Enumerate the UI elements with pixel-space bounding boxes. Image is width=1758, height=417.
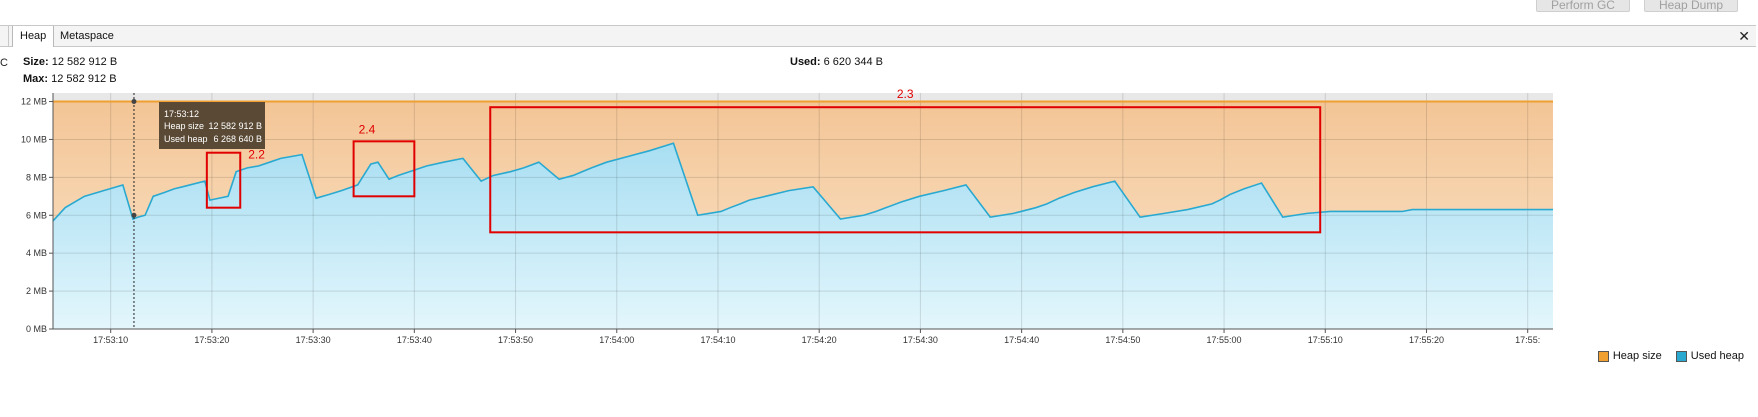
- max-stat: Max: 12 582 912 B: [23, 73, 117, 85]
- legend-label-used-heap: Used heap: [1690, 350, 1744, 362]
- tab-strip: Heap Metaspace ✕: [0, 25, 1756, 47]
- used-heap-line: [52, 142, 1553, 222]
- series-layer: [52, 100, 1553, 222]
- top-toolbar: Perform GC Heap Dump: [1535, 0, 1738, 12]
- tooltip-used-heap-label: Used heap: [164, 134, 208, 144]
- max-value: 12 582 912 B: [51, 73, 117, 85]
- x-tick-label-3: 17:53:40: [397, 335, 432, 345]
- y-tick-label-3: 6 MB: [26, 210, 47, 220]
- left-edge-glyph: C: [0, 57, 8, 69]
- perform-gc-button[interactable]: Perform GC: [1535, 0, 1630, 12]
- heap-chart[interactable]: 0 MB 2 MB 4 MB 6 MB 8 MB 10 MB 12 MB 17:53:10 17…: [0, 88, 1758, 348]
- used-heap-area: [53, 143, 1553, 329]
- x-tick-label-12: 17:55:10: [1308, 335, 1343, 345]
- chart-tooltip: 17:53:12 Heap size 12 582 912 B Used hea…: [159, 102, 265, 149]
- hover-point-heap-size: [131, 99, 137, 105]
- annotation-label-0: 2.2: [248, 148, 265, 162]
- y-tick-label-6: 12 MB: [21, 97, 47, 107]
- tab-metaspace[interactable]: Metaspace: [60, 30, 114, 42]
- size-label: Size:: [23, 56, 49, 68]
- tooltip-background: [159, 102, 265, 149]
- tab-strip-left-edge: [0, 26, 9, 46]
- x-tick-label-13: 17:55:20: [1409, 335, 1444, 345]
- y-tick-label-5: 10 MB: [21, 134, 47, 144]
- annotation-label-1: 2.4: [359, 122, 376, 136]
- annotation-box-0: [205, 151, 242, 209]
- y-tick-label-2: 4 MB: [26, 248, 47, 258]
- x-tick-label-1: 17:53:20: [194, 335, 229, 345]
- tooltip-heap-size-value: 12 582 912 B: [208, 121, 262, 131]
- legend-label-heap-size: Heap size: [1612, 350, 1662, 362]
- used-value: 6 620 344 B: [823, 56, 883, 68]
- hover-layer: [131, 93, 137, 329]
- legend-swatch-heap-size: [1597, 350, 1609, 362]
- annotation-box-1: [352, 140, 416, 198]
- x-tick-label-10: 17:54:50: [1105, 335, 1140, 345]
- tab-heap[interactable]: Heap: [12, 26, 55, 47]
- x-tick-label-8: 17:54:30: [903, 335, 938, 345]
- x-tick-label-7: 17:54:20: [802, 335, 837, 345]
- y-tick-label-4: 8 MB: [26, 172, 47, 182]
- chart-legend: Heap size Used heap: [1597, 350, 1744, 362]
- y-tick-label-1: 2 MB: [26, 286, 47, 296]
- x-tick-label-2: 17:53:30: [296, 335, 331, 345]
- size-value: 12 582 912 B: [51, 56, 118, 68]
- x-tick-label-14: 17:55:: [1515, 335, 1540, 345]
- close-icon[interactable]: ✕: [1738, 28, 1750, 44]
- y-tick-label-0: 0 MB: [26, 324, 47, 334]
- used-stat: Used: 6 620 344 B: [790, 56, 883, 68]
- legend-item-used-heap[interactable]: Used heap: [1675, 350, 1744, 362]
- x-tick-label-0: 17:53:10: [93, 335, 128, 345]
- tooltip-time: 17:53:12: [164, 109, 199, 119]
- used-label: Used:: [790, 56, 821, 68]
- x-tick-label-6: 17:54:10: [700, 335, 735, 345]
- annotation-layer: 2.2 2.4 2.3: [205, 88, 1322, 234]
- used-area-layer: [53, 143, 1553, 329]
- annotation-box-2: [489, 106, 1322, 234]
- x-tick-label-11: 17:55:00: [1207, 335, 1242, 345]
- x-tick-label-4: 17:53:50: [498, 335, 533, 345]
- x-tick-label-9: 17:54:40: [1004, 335, 1039, 345]
- axis-layer: 0 MB 2 MB 4 MB 6 MB 8 MB 10 MB 12 MB 17:53:10 17…: [21, 93, 1553, 345]
- heap-dump-button[interactable]: Heap Dump: [1643, 0, 1738, 12]
- x-tick-label-5: 17:54:00: [599, 335, 634, 345]
- annotation-label-2: 2.3: [897, 88, 914, 101]
- legend-item-heap-size[interactable]: Heap size: [1597, 350, 1662, 362]
- size-stat: Size: 12 582 912 B: [23, 56, 117, 68]
- tooltip-used-heap-value: 6 268 640 B: [213, 134, 262, 144]
- hover-point-used-heap: [131, 212, 137, 218]
- tooltip-heap-size-label: Heap size: [164, 121, 204, 131]
- max-label: Max:: [23, 73, 49, 85]
- legend-swatch-used-heap: [1675, 350, 1687, 362]
